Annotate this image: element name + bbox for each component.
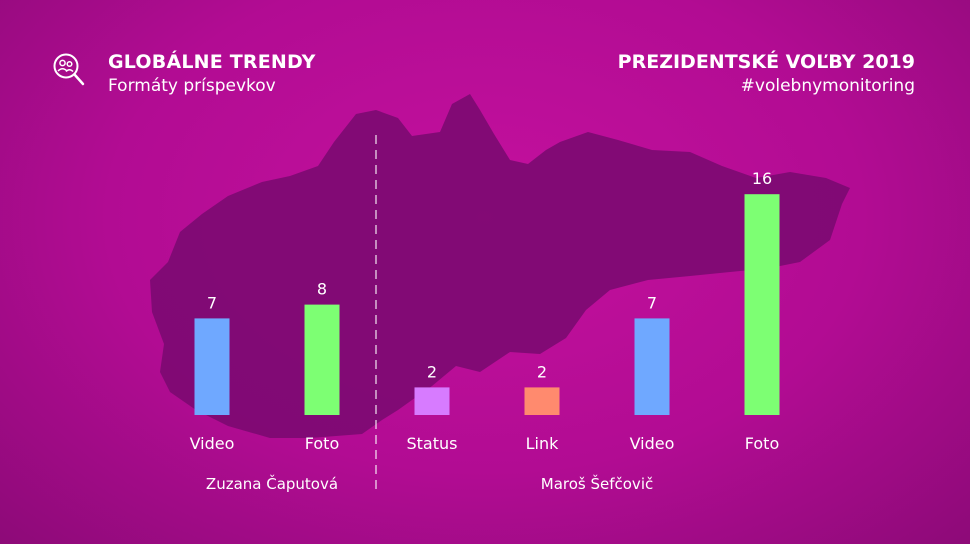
bar-1-video: [634, 318, 670, 415]
value-label-1-status: 2: [427, 362, 437, 381]
group-label-0: Zuzana Čaputová: [206, 474, 338, 493]
bar-0-video: [194, 318, 230, 415]
magnifier-people-icon: [53, 53, 85, 86]
bar-1-status: [414, 387, 450, 415]
category-label-1-foto: Foto: [745, 434, 779, 453]
value-label-0-video: 7: [207, 293, 217, 312]
category-label-1-status: Status: [407, 434, 458, 453]
page-title: GLOBÁLNE TRENDY: [108, 51, 316, 73]
category-label-1-video: Video: [630, 434, 675, 453]
header-right: PREZIDENTSKÉ VOĽBY 2019 #volebnymonitori…: [618, 50, 915, 98]
category-label-1-link: Link: [526, 434, 560, 453]
group-label-1: Maroš Šefčovič: [541, 474, 653, 493]
value-label-1-video: 7: [647, 293, 657, 312]
value-label-1-foto: 16: [752, 169, 772, 188]
bar-0-foto: [304, 304, 340, 415]
bar-1-foto: [744, 194, 780, 415]
campaign-title: PREZIDENTSKÉ VOĽBY 2019: [617, 51, 915, 73]
value-label-1-link: 2: [537, 362, 547, 381]
campaign-hashtag: #volebnymonitoring: [740, 76, 915, 96]
category-label-0-foto: Foto: [305, 434, 339, 453]
page-subtitle: Formáty príspevkov: [108, 76, 276, 96]
category-label-0-video: Video: [190, 434, 235, 453]
bar-1-link: [524, 387, 560, 415]
value-label-0-foto: 8: [317, 280, 327, 299]
